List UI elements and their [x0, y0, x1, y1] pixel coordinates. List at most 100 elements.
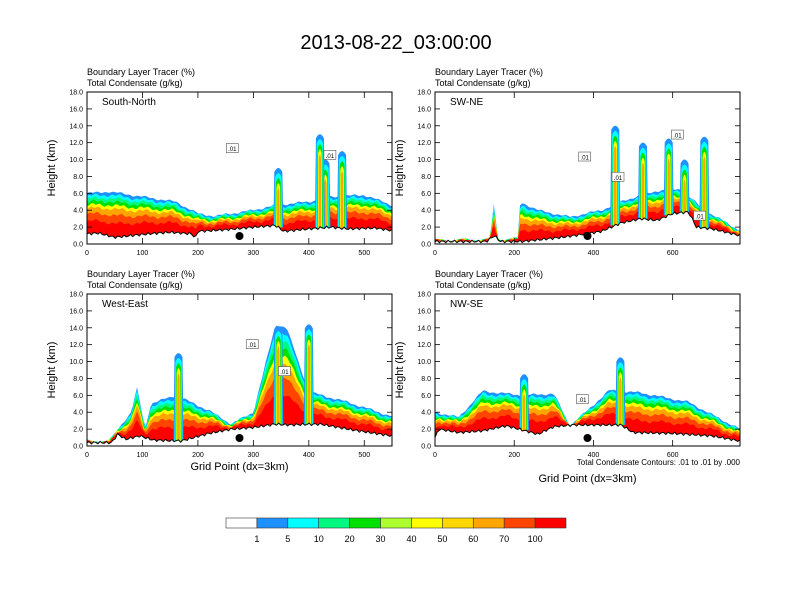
panel-west-east-plume [307, 344, 311, 425]
panel-south-north-ytick-label: 0.0 [73, 242, 83, 249]
panel-west-east-ytick-label: 16.0 [69, 308, 83, 315]
panel-west-east-xtick-label: 500 [358, 452, 370, 459]
panel-south-north-frame [86, 91, 393, 245]
panel-sw-ne-contour-label-box [671, 129, 684, 140]
panel-sw-ne-xtick-label: 400 [588, 250, 600, 257]
colorbar-box [318, 517, 350, 529]
panel-south-north-ytick-label: 8.0 [73, 174, 83, 181]
panel-south-north-contour-label-box [323, 150, 337, 160]
panel-nw-se-xtick-label: 400 [588, 452, 600, 459]
panel-west-east-xtick-label: 400 [303, 452, 315, 459]
panel-south-north-contour-label-box [225, 143, 239, 153]
panel-sw-ne-plume [667, 158, 671, 216]
panel-west-east-tracer-layer [87, 395, 392, 443]
panel-sw-ne-ytick-label: 12.0 [417, 140, 431, 147]
panel-sw-ne-plume [683, 179, 686, 213]
panel-sw-ne-contour-label-box [693, 210, 706, 221]
colorbar-box [411, 517, 443, 529]
panel-nw-se-header-tracer: Boundary Layer Tracer (%) [435, 269, 543, 279]
xlabel-nw-se: Grid Point (dx=3km) [538, 473, 636, 485]
panel-south-north-xtick-label: 400 [303, 250, 315, 257]
panel-west-east-xtick-label: 100 [137, 452, 149, 459]
panel-west-east-contour-label: .01 [248, 343, 257, 349]
panel-west-east-ytick-label: 2.0 [73, 427, 83, 434]
panel-south-north-ytick-label: 2.0 [73, 225, 83, 232]
panel-west-east-xtick-label: 200 [192, 452, 204, 459]
colorbar-label: 1 [254, 534, 259, 544]
panel-sw-ne-ylabel: Height (km) [394, 140, 406, 197]
panel-south-north-ytick-label: 6.0 [73, 191, 83, 198]
panel-west-east-label: West-East [102, 299, 148, 310]
panel-nw-se-ytick-label: 16.0 [417, 308, 431, 315]
panel-sw-ne-plume [641, 162, 645, 219]
panel-south-north-xtick-label: 200 [192, 250, 204, 257]
panel-west-east-ytick-label: 0.0 [73, 444, 83, 451]
panel-west-east-location-marker [235, 434, 244, 442]
panel-west-east-xtick-label: 0 [85, 452, 89, 459]
panel-sw-ne-xtick-label: 600 [667, 250, 679, 257]
panel-west-east-ytick-label: 4.0 [73, 410, 83, 417]
colorbar-box [349, 517, 381, 529]
panel-nw-se-tracer-layer [435, 412, 740, 441]
colorbar-label: 5 [285, 534, 290, 544]
panel-sw-ne-contour-label: .01 [614, 176, 623, 182]
colorbar-label: 70 [499, 534, 509, 544]
panel-south-north-ytick-label: 18.0 [69, 90, 83, 97]
panel-sw-ne-ytick-label: 6.0 [421, 191, 431, 198]
panel-nw-se-xtick-label: 600 [667, 452, 679, 459]
panel-sw-ne-ytick-label: 4.0 [421, 208, 431, 215]
panel-west-east-contour-label-box [245, 339, 259, 349]
panel-nw-se-location-marker [583, 434, 592, 442]
panel-west-east-field: .01 .01 [87, 324, 392, 446]
colorbar-label: 10 [314, 534, 324, 544]
panel-sw-ne-ytick-label: 8.0 [421, 174, 431, 181]
panel-south-north-ytick-label: 16.0 [69, 106, 83, 113]
panel-west-east-plume [177, 373, 180, 441]
colorbar-label: 50 [437, 534, 447, 544]
panel-sw-ne-ytick-label: 2.0 [421, 225, 431, 232]
panel-sw-ne-xtick-label: 0 [433, 250, 437, 257]
panel-south-north-field: .01 .01 [87, 134, 392, 244]
colorbar-box [287, 517, 320, 529]
panel-nw-se-ytick-label: 0.0 [421, 444, 431, 451]
panel-south-north-xtick-label: 500 [358, 250, 370, 257]
panel-west-east-ytick-label: 14.0 [69, 325, 83, 332]
colorbar-label: 30 [376, 534, 386, 544]
panel-west-east-ytick-label: 12.0 [69, 342, 83, 349]
panel-west-east-xtick-label: 300 [248, 452, 260, 459]
panel-west-east-contour-label-box [278, 366, 291, 376]
panel-south-north-label: South-North [102, 97, 156, 108]
panel-south-north-xtick-label: 100 [137, 250, 149, 257]
panel-sw-ne-ytick-label: 18.0 [417, 90, 431, 97]
panel-nw-se-ytick-label: 4.0 [421, 410, 431, 417]
panel-south-north-plume [340, 171, 344, 229]
panel-sw-ne-contour-label-box [611, 171, 625, 182]
panel-sw-ne-label: SW-NE [450, 97, 483, 108]
panel-sw-ne-ytick-label: 14.0 [417, 123, 431, 130]
panel-nw-se-label: NW-SE [450, 299, 483, 310]
panel-south-north-plume [318, 154, 322, 228]
panel-nw-se-xtick-label: 200 [508, 452, 520, 459]
panel-sw-ne-xtick-label: 200 [508, 250, 520, 257]
panel-sw-ne-field: .01 .01 .01 .01 [435, 125, 740, 244]
panel-sw-ne-header-condensate: Total Condensate (g/kg) [435, 78, 531, 88]
panel-sw-ne-contour-label: .01 [673, 134, 682, 140]
panel-nw-se-frame [434, 293, 741, 447]
panel-south-north-location-marker [235, 232, 244, 240]
panel-west-east-ytick-label: 8.0 [73, 376, 83, 383]
panel-west-east-ytick-label: 18.0 [69, 292, 83, 299]
panel-nw-se-contour-label-box [576, 394, 589, 404]
panel-nw-se-field: .01 [435, 357, 740, 446]
panel-sw-ne-plume [613, 146, 617, 226]
panel-west-east-tracer-layer [87, 377, 392, 443]
colorbar-box [534, 517, 567, 529]
panel-nw-se-ytick-label: 8.0 [421, 376, 431, 383]
panel-south-north-contour-label: .01 [228, 147, 237, 153]
panel-nw-se-ytick-label: 6.0 [421, 393, 431, 400]
colorbar-box [380, 517, 412, 529]
colorbar-label: 100 [528, 534, 543, 544]
panel-south-north-contour-label: .01 [326, 154, 335, 160]
panel-nw-se-xtick-label: 0 [433, 452, 437, 459]
panel-sw-ne-contour-label: .01 [581, 156, 590, 162]
